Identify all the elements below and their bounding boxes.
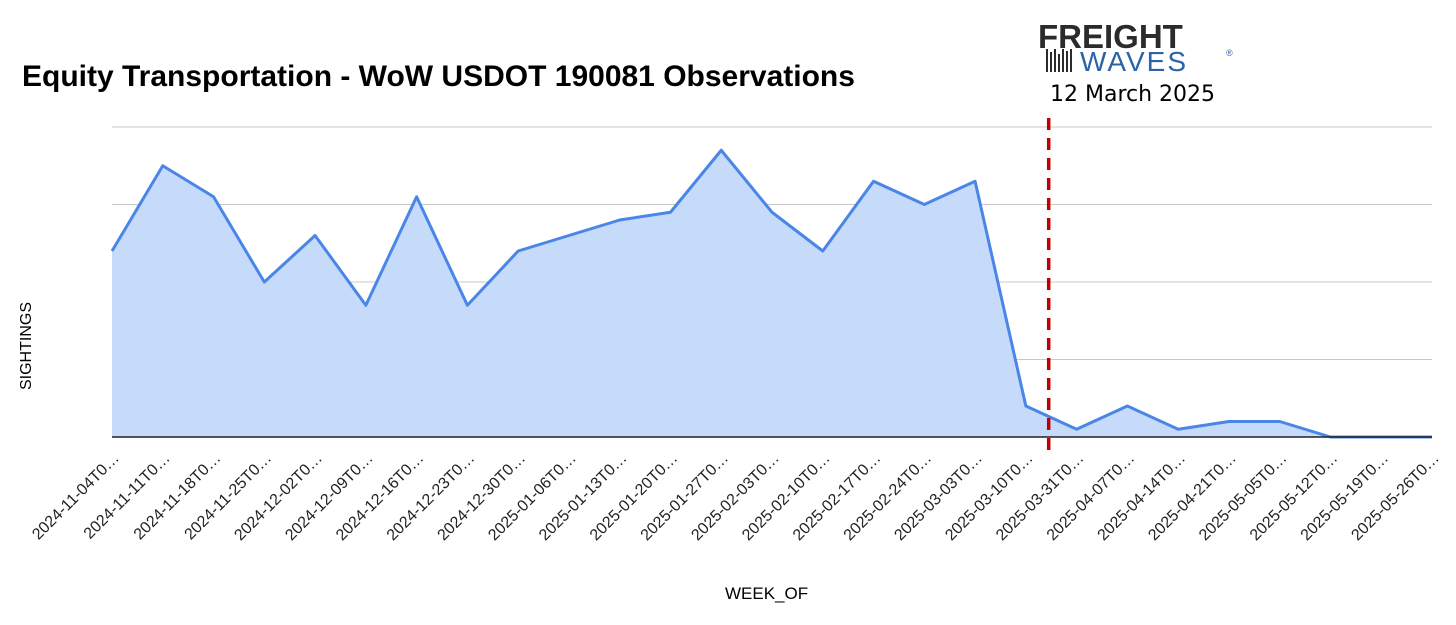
series-area-fill <box>112 150 1432 437</box>
x-tick-label: 2025-03-03T0… <box>891 450 985 544</box>
x-tick-label: 2024-11-18T0… <box>131 450 225 544</box>
x-tick-label: 2025-02-10T0… <box>739 450 833 544</box>
x-tick-label: 2024-12-30T0… <box>435 450 529 544</box>
x-tick-label: 2025-04-07T0… <box>1044 450 1138 544</box>
annotation-date-label: 12 March 2025 <box>1050 82 1216 107</box>
x-tick-labels: 2024-11-04T0…2024-11-11T0…2024-11-18T0…2… <box>29 450 1443 544</box>
x-tick-label: 2024-12-23T0… <box>384 450 478 544</box>
x-tick-label: 2025-01-20T0… <box>587 450 681 544</box>
x-tick-label: 2025-02-03T0… <box>688 450 782 544</box>
x-tick-label: 2024-12-09T0… <box>282 450 376 544</box>
x-tick-label: 2025-04-21T0… <box>1145 450 1239 544</box>
x-tick-label: 2025-02-24T0… <box>841 450 935 544</box>
x-tick-label: 2025-03-10T0… <box>942 450 1036 544</box>
x-tick-label: 2024-11-25T0… <box>182 450 276 544</box>
x-tick-label: 2025-01-06T0… <box>485 450 579 544</box>
freightwaves-logo: FREIGHT WAVES ® <box>1030 18 1240 78</box>
logo-registered-mark: ® <box>1226 48 1233 58</box>
x-tick-label: 2025-05-12T0… <box>1247 450 1341 544</box>
x-tick-label: 2025-05-26T0… <box>1348 450 1442 544</box>
chart-title: Equity Transportation - WoW USDOT 190081… <box>22 60 855 93</box>
logo-bars-icon <box>1046 49 1072 72</box>
x-tick-label: 2024-11-04T0… <box>29 450 123 544</box>
x-tick-label: 2025-05-19T0… <box>1298 450 1392 544</box>
series-area <box>110 148 1432 439</box>
x-tick-label: 2025-01-27T0… <box>638 450 732 544</box>
x-axis-label: WEEK_OF <box>725 584 809 603</box>
series-line <box>110 148 1432 439</box>
x-tick-label: 2024-11-11T0… <box>81 450 174 543</box>
logo-line2: WAVES <box>1080 46 1189 77</box>
x-tick-label: 2025-01-13T0… <box>536 450 630 544</box>
x-tick-label: 2025-02-17T0… <box>790 450 884 544</box>
x-tick-label: 2025-03-31T0… <box>993 450 1087 544</box>
x-tick-label: 2025-04-14T0… <box>1095 450 1189 544</box>
x-tick-label: 2024-12-02T0… <box>231 450 325 544</box>
x-tick-label: 2024-12-16T0… <box>333 450 427 544</box>
logo-line1: FREIGHT <box>1038 18 1183 55</box>
x-tick-label: 2025-05-05T0… <box>1196 450 1290 544</box>
